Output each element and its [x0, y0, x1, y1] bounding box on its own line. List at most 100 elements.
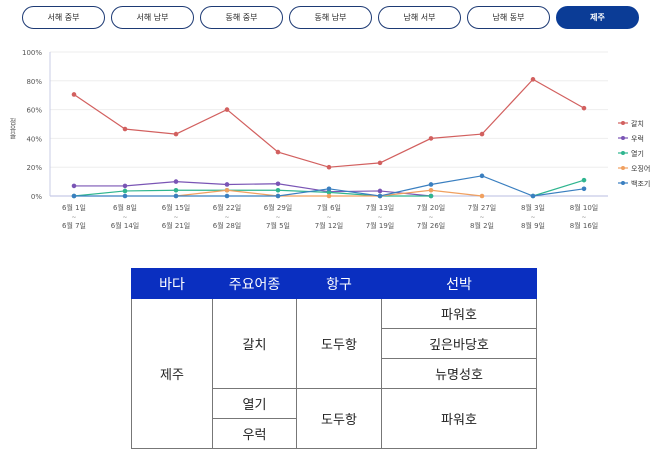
x-tick-sep: ~: [530, 214, 535, 221]
x-tick-sep: ~: [326, 214, 331, 221]
tab-south-east[interactable]: 남해 동부: [467, 6, 550, 29]
x-tick-sep: ~: [122, 214, 127, 221]
x-tick-label: 7월 26일: [417, 221, 445, 230]
cell-sea: 제주: [131, 298, 213, 449]
x-tick-sep: ~: [479, 214, 484, 221]
data-point: [224, 107, 230, 112]
data-point: [581, 177, 587, 183]
legend-dot: [621, 151, 625, 155]
x-tick-label: 7월 19일: [366, 221, 394, 230]
data-point: [326, 186, 332, 192]
legend-dot: [621, 181, 625, 185]
tab-west-central[interactable]: 서해 중부: [22, 6, 105, 29]
cell-port: 도두항: [296, 388, 382, 449]
cell-species: 갈치: [212, 298, 297, 389]
header-species: 주요어종: [212, 268, 297, 299]
x-tick-sep: ~: [173, 214, 178, 221]
data-point: [275, 193, 281, 199]
series-line-우럭: [74, 180, 432, 197]
data-point: [479, 173, 485, 179]
line-chart: 0% 20% 40% 60% 80% 100% 점유율 6월 1일 ~6월 7일 6월 8일 ~6월…: [9, 49, 650, 230]
x-tick-label: 6월 29일: [264, 203, 292, 212]
x-tick-sep: ~: [224, 214, 229, 221]
data-point: [428, 193, 434, 199]
x-tick-label: 8월 2일: [470, 221, 494, 230]
cell-boat: 파워호: [381, 298, 537, 329]
tab-east-central[interactable]: 동해 중부: [200, 6, 283, 29]
tab-west-south[interactable]: 서해 남부: [111, 6, 194, 29]
y-tick-label: 80%: [26, 78, 42, 86]
data-point: [530, 77, 536, 82]
y-tick-label: 100%: [22, 49, 42, 57]
data-point: [122, 193, 128, 199]
x-tick-label: 8월 9일: [521, 221, 545, 230]
y-tick-label: 0%: [31, 193, 42, 201]
fishing-info-table: 바다 주요어종 항구 선박 제주 갈치 도두항 파워호 깊은바당호 뉴명성호 열…: [131, 268, 537, 449]
x-tick-label: 8월 10일: [570, 203, 598, 212]
data-point: [377, 160, 383, 166]
data-point: [275, 149, 281, 155]
legend-label: 백조기: [631, 179, 650, 188]
legend-dot: [621, 121, 625, 125]
data-point: [173, 187, 179, 193]
y-tick-label: 20%: [26, 164, 42, 172]
x-tick-sep: ~: [377, 214, 382, 221]
cell-species: 열기: [212, 388, 297, 419]
data-point: [326, 193, 332, 199]
legend-dot: [621, 166, 625, 170]
x-tick-label: 6월 22일: [213, 203, 241, 212]
data-point: [428, 187, 434, 193]
data-point: [581, 186, 587, 192]
x-tick-sep: ~: [428, 214, 433, 221]
x-tick-sep: ~: [275, 214, 280, 221]
data-point: [530, 193, 536, 199]
cell-species: 우럭: [212, 418, 297, 449]
x-tick-label: 6월 1일: [62, 203, 86, 212]
header-boat: 선박: [381, 268, 537, 299]
data-point: [479, 131, 485, 137]
legend-label: 오징어: [631, 164, 650, 173]
y-axis-label: 점유율: [9, 118, 17, 139]
tab-jeju[interactable]: 제주: [556, 6, 639, 29]
cell-boat: 파워호: [381, 388, 537, 449]
x-tick-label: 7월 12일: [315, 221, 343, 230]
data-point: [224, 187, 230, 193]
region-tabs: 서해 중부 서해 남부 동해 중부 동해 남부 남해 서부 남해 동부 제주: [22, 6, 639, 29]
data-point: [479, 193, 485, 199]
x-tick-label: 6월 7일: [62, 221, 86, 230]
legend-label: 열기: [631, 149, 644, 158]
data-point: [275, 187, 281, 193]
legend-label: 우럭: [631, 135, 644, 143]
data-point: [71, 193, 77, 199]
cell-port: 도두항: [296, 298, 382, 389]
header-sea: 바다: [131, 268, 213, 299]
data-point: [173, 179, 179, 184]
data-point: [275, 181, 281, 187]
data-point: [581, 105, 587, 111]
tab-south-west[interactable]: 남해 서부: [378, 6, 461, 29]
series-line-갈치: [73, 78, 585, 168]
data-point: [122, 183, 128, 189]
data-point: [71, 92, 77, 97]
data-point: [377, 193, 383, 199]
cell-boat: 뉴명성호: [381, 358, 537, 389]
x-tick-sep: ~: [71, 214, 76, 221]
data-point: [326, 190, 332, 195]
data-point: [122, 188, 128, 194]
x-tick-label: 8월 16일: [570, 221, 598, 230]
data-point: [224, 182, 230, 187]
cell-boat: 깊은바당호: [381, 328, 537, 359]
header-port: 항구: [296, 268, 382, 299]
data-point: [224, 193, 230, 199]
y-tick-label: 40%: [26, 135, 42, 143]
legend-dot: [621, 136, 625, 140]
data-point: [377, 188, 383, 194]
x-tick-label: 7월 20일: [417, 203, 445, 212]
tab-east-south[interactable]: 동해 남부: [289, 6, 372, 29]
data-point: [173, 131, 179, 137]
y-tick-label: 60%: [26, 107, 42, 115]
data-point: [71, 183, 77, 189]
legend-label: 갈치: [631, 119, 644, 128]
data-point: [122, 126, 128, 132]
x-tick-label: 7월 6일: [317, 203, 341, 212]
